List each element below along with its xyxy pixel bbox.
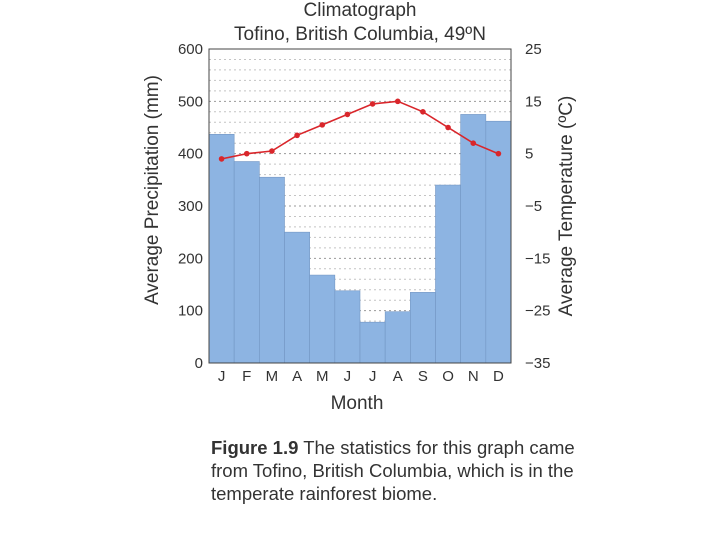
- temperature-line: [218, 98, 502, 162]
- precipitation-bar: [485, 120, 512, 364]
- left-tick-label: 400: [178, 146, 203, 163]
- right-tick-label: −5: [525, 198, 542, 215]
- right-tick-label: −15: [525, 250, 550, 267]
- left-axis-ticks: 0 100 200 300 400 500 600: [178, 41, 203, 372]
- right-axis-ticks: −35 −25 −15 −5 5 15 25: [525, 41, 550, 372]
- temperature-series-line: [221, 100, 499, 160]
- precipitation-bar: [284, 231, 310, 364]
- month-label: S: [418, 368, 428, 385]
- month-label: J: [218, 368, 226, 385]
- precipitation-bar: [208, 134, 235, 364]
- climatograph-chart: Climatograph Tofino, British Columbia, 4…: [142, 0, 577, 414]
- right-tick-label: 15: [525, 93, 542, 110]
- plot-frame: [208, 48, 512, 364]
- month-label: A: [292, 368, 302, 385]
- temperature-point: [369, 101, 376, 107]
- precipitation-bar: [410, 292, 436, 364]
- precipitation-bar: [460, 114, 487, 364]
- month-label: J: [344, 368, 352, 385]
- month-label: M: [316, 368, 329, 385]
- left-axis-label: Average Precipitation (mm): [142, 75, 163, 305]
- temperature-point: [294, 132, 300, 139]
- temperature-point: [344, 111, 351, 118]
- temperature-point: [495, 150, 502, 157]
- temperature-point: [218, 156, 225, 162]
- right-tick-label: −25: [525, 303, 550, 320]
- precipitation-bar: [259, 176, 285, 364]
- left-tick-label: 500: [178, 93, 203, 110]
- precipitation-bar: [384, 311, 411, 364]
- left-tick-label: 100: [178, 303, 203, 320]
- temperature-point: [445, 124, 451, 131]
- left-tick-label: 200: [178, 250, 203, 267]
- temperature-point: [243, 150, 250, 157]
- month-label: F: [242, 368, 251, 385]
- right-tick-label: 25: [525, 41, 542, 58]
- precipitation-bar: [334, 290, 361, 364]
- temperature-point: [269, 148, 275, 154]
- precipitation-bar: [435, 184, 461, 364]
- precipitation-bar: [359, 321, 386, 364]
- month-label: A: [393, 368, 403, 385]
- month-label: D: [493, 368, 504, 385]
- temperature-point: [394, 98, 401, 105]
- temperature-point: [420, 109, 426, 115]
- figure-label: Figure 1.9: [211, 437, 299, 458]
- precipitation-bar: [233, 161, 260, 364]
- precipitation-bars: [208, 114, 512, 364]
- chart-title: Climatograph: [304, 0, 417, 21]
- left-tick-label: 300: [178, 198, 203, 215]
- right-tick-label: 5: [525, 146, 533, 163]
- right-tick-label: −35: [525, 355, 550, 372]
- temperature-point: [319, 122, 326, 128]
- left-tick-label: 600: [178, 41, 203, 58]
- month-label: J: [369, 368, 377, 385]
- temperature-point: [470, 140, 477, 146]
- x-axis-label: Month: [331, 393, 384, 414]
- figure-caption: Figure 1.9 The statistics for this graph…: [211, 436, 591, 505]
- month-label: O: [442, 368, 454, 385]
- month-label: N: [468, 368, 479, 385]
- chart-subtitle: Tofino, British Columbia, 49ºN: [234, 24, 486, 45]
- caption-text: The statistics for this graph came from …: [211, 437, 575, 504]
- precipitation-bar: [309, 274, 336, 364]
- right-axis-label: Average Temperature (ºC): [556, 96, 577, 317]
- month-label: M: [266, 368, 279, 385]
- left-tick-label: 0: [195, 355, 203, 372]
